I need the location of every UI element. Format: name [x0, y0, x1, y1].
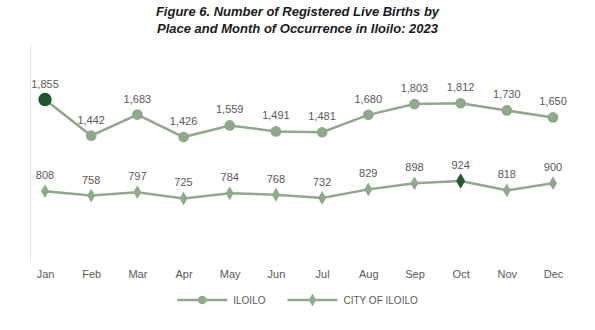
x-tick: Aug: [359, 264, 379, 280]
point: [271, 126, 282, 137]
x-tick-label: Jun: [268, 268, 286, 280]
x-tick-label: Nov: [498, 268, 518, 280]
data-label: 1,650: [539, 95, 567, 107]
legend-label: ILOILO: [233, 295, 265, 306]
x-tick-label: Feb: [82, 268, 101, 280]
point: [178, 132, 189, 143]
data-label: 768: [267, 173, 285, 185]
y-axis-line: [30, 44, 31, 263]
data-label: 1,730: [493, 88, 521, 100]
legend-marker: [309, 294, 316, 306]
x-tick: Nov: [498, 264, 518, 280]
point: [410, 176, 418, 190]
point: [226, 186, 234, 200]
point: [364, 182, 372, 196]
x-tick: Dec: [544, 264, 564, 280]
data-label: 1,812: [447, 81, 475, 93]
point: [548, 112, 559, 123]
data-label: 1,803: [401, 82, 429, 94]
point: [272, 188, 280, 202]
legend: ILOILO CITY OF ILOILO: [177, 294, 418, 306]
point: [456, 173, 465, 189]
point: [501, 105, 512, 116]
point: [132, 109, 143, 120]
data-label: 797: [128, 170, 146, 182]
data-label: 924: [451, 159, 469, 171]
point: [317, 127, 328, 138]
legend-label: CITY OF ILOILO: [343, 295, 417, 306]
plot-area: [38, 93, 558, 206]
data-label: 1,680: [355, 93, 383, 105]
x-tick-label: Sep: [405, 268, 425, 280]
point: [455, 98, 466, 109]
x-tick-label: Jul: [316, 268, 330, 280]
point: [87, 189, 95, 203]
point: [224, 120, 235, 131]
data-label: 732: [313, 176, 331, 188]
point: [549, 176, 557, 190]
data-label: 898: [405, 161, 423, 173]
point: [409, 99, 420, 110]
x-tick-label: Apr: [175, 268, 192, 280]
data-label: 900: [544, 161, 562, 173]
x-tick-label: Aug: [359, 268, 379, 280]
y-axis: [30, 44, 31, 263]
point: [41, 184, 49, 198]
x-tick: Mar: [128, 264, 147, 280]
data-label: 758: [82, 174, 100, 186]
point: [38, 93, 51, 106]
title: Figure 6. Number of Registered Live Birt…: [156, 4, 440, 36]
data-label: 818: [498, 168, 516, 180]
x-tick-label: May: [220, 268, 241, 280]
data-label: 1,855: [31, 78, 59, 90]
x-tick: Jun: [268, 264, 286, 280]
data-label: 1,426: [170, 115, 198, 127]
series-line: [45, 100, 553, 138]
point: [86, 130, 97, 141]
point: [133, 185, 141, 199]
data-labels: 1,855 1,442 1,683 1,426 1,559 1,491 1,481 1,680…: [31, 78, 567, 189]
x-tick: Oct: [453, 264, 470, 280]
x-tick: Sep: [405, 264, 425, 280]
x-tick: Jan: [37, 264, 55, 280]
x-axis: Jan Feb Mar Apr May Jun Jul Aug Sep Oct Nov Dec: [37, 264, 564, 280]
x-tick-label: Dec: [544, 268, 564, 280]
data-label: 808: [36, 169, 54, 181]
x-tick: Jul: [316, 264, 330, 280]
point: [180, 192, 188, 206]
data-label: 1,491: [262, 109, 290, 121]
legend-item: ILOILO: [177, 295, 265, 306]
x-tick-label: Jan: [37, 268, 55, 280]
series-line: [45, 181, 553, 198]
point: [503, 183, 511, 197]
data-label: 784: [221, 171, 239, 183]
x-tick-label: Mar: [128, 268, 147, 280]
x-tick: Feb: [82, 264, 101, 280]
data-label: 1,481: [308, 110, 336, 122]
x-tick: May: [220, 264, 241, 280]
data-label: 1,442: [77, 114, 105, 126]
x-tick: Apr: [175, 264, 192, 280]
point: [363, 109, 374, 120]
data-label: 1,559: [216, 103, 244, 115]
point: [318, 191, 326, 205]
data-label: 829: [359, 167, 377, 179]
legend-item: CITY OF ILOILO: [287, 294, 417, 306]
data-label: 1,683: [124, 93, 152, 105]
x-tick-label: Oct: [453, 268, 470, 280]
legend-marker: [198, 296, 207, 305]
data-label: 725: [174, 176, 192, 188]
